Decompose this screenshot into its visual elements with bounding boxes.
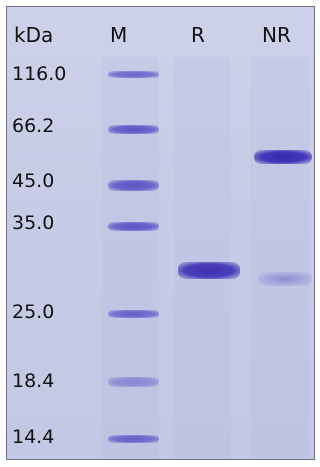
mw-label-45: 45.0 — [12, 170, 55, 192]
reduced-sample-band — [178, 262, 240, 279]
nonreduced-faint-band — [258, 272, 312, 286]
mw-label-25: 25.0 — [12, 301, 55, 323]
marker-band-25 — [108, 310, 159, 318]
lane-m — [101, 57, 159, 457]
sds-page-gel — [6, 6, 315, 460]
mw-label-66: 66.2 — [12, 115, 55, 137]
marker-band-35 — [108, 222, 159, 231]
marker-band-18 — [108, 377, 159, 387]
mw-label-35: 35.0 — [12, 212, 55, 234]
lane-label-m: M — [110, 23, 128, 47]
mw-label-18: 18.4 — [12, 370, 55, 392]
mw-label-116: 116.0 — [12, 63, 67, 85]
marker-band-14 — [108, 435, 159, 443]
marker-band-45 — [108, 180, 159, 191]
lane-r — [173, 57, 231, 457]
lane-nr — [251, 57, 309, 457]
nonreduced-sample-band — [254, 150, 312, 164]
mw-label-14: 14.4 — [12, 426, 55, 448]
marker-band-66 — [108, 125, 159, 134]
lane-label-r: R — [191, 23, 205, 47]
unit-label: kDa — [14, 23, 54, 47]
lane-label-nr: NR — [262, 23, 291, 47]
marker-band-116 — [108, 71, 159, 78]
